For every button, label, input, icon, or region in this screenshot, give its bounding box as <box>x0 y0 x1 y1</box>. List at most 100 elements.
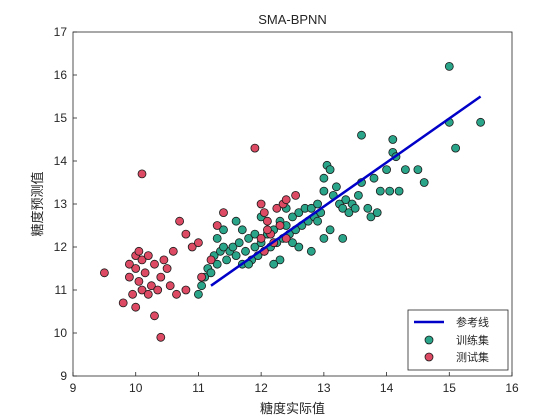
test-point <box>172 289 181 299</box>
train-point <box>357 130 366 140</box>
y-tick-label: 16 <box>54 68 68 82</box>
test-point <box>150 311 159 321</box>
train-point <box>313 199 323 209</box>
test-point <box>159 255 169 265</box>
test-point <box>262 225 272 235</box>
train-point <box>275 255 285 265</box>
test-point <box>137 169 147 179</box>
test-point <box>165 281 175 291</box>
x-tick-label: 16 <box>505 381 519 395</box>
train-point <box>319 233 329 243</box>
train-point <box>419 178 429 187</box>
chart-marks <box>100 62 486 342</box>
test-point <box>156 272 166 282</box>
train-point <box>325 225 335 235</box>
train-point <box>241 246 250 256</box>
test-point <box>275 221 285 230</box>
test-point <box>291 190 301 200</box>
x-tick-label: 11 <box>192 381 205 395</box>
y-tick-label: 12 <box>54 240 68 254</box>
train-point <box>350 203 360 213</box>
y-tick-label: 17 <box>54 25 68 39</box>
train-point <box>394 186 404 196</box>
test-point <box>153 285 163 295</box>
train-point <box>369 173 379 183</box>
train-point <box>366 212 376 222</box>
test-point <box>100 268 109 278</box>
test-point <box>181 285 191 295</box>
y-tick-label: 11 <box>55 283 68 297</box>
test-point <box>272 203 282 213</box>
test-point <box>168 246 178 256</box>
train-point <box>250 229 260 239</box>
test-point <box>137 255 147 265</box>
x-tick-label: 13 <box>317 381 331 395</box>
train-point <box>372 208 382 218</box>
train-point <box>197 281 207 291</box>
test-point <box>197 272 207 282</box>
test-point <box>206 255 216 265</box>
train-point <box>294 208 304 218</box>
train-point <box>219 242 228 252</box>
train-point <box>476 117 486 127</box>
reference-line <box>210 95 482 287</box>
train-point <box>344 208 354 218</box>
train-point <box>375 186 385 196</box>
train-point <box>413 165 423 175</box>
x-tick-label: 9 <box>70 381 77 395</box>
train-point <box>451 143 461 153</box>
x-tick-label: 15 <box>443 381 457 395</box>
train-point <box>231 216 241 226</box>
train-point <box>400 165 410 175</box>
train-point <box>250 242 260 252</box>
test-point <box>131 264 141 273</box>
legend: 参考线 训练集 测试集 <box>407 309 509 371</box>
train-point <box>219 225 228 235</box>
chart-title: SMA-BPNN <box>258 12 327 27</box>
train-point <box>331 182 341 192</box>
test-point <box>256 199 266 209</box>
test-point <box>181 229 191 239</box>
y-tick-label: 9 <box>60 369 67 383</box>
legend-box <box>407 309 509 371</box>
test-point <box>187 242 197 252</box>
train-point <box>385 186 395 196</box>
train-point <box>363 203 373 213</box>
test-point <box>162 264 172 273</box>
train-point <box>444 62 454 71</box>
x-tick-label: 12 <box>254 381 268 395</box>
test-point <box>262 216 272 226</box>
test-point <box>193 238 203 248</box>
x-tick-label: 14 <box>380 381 394 395</box>
train-point <box>294 242 304 252</box>
axis-ticks: 9 10 11 12 13 14 15 16 9 10 11 12 13 14 15 16 17 <box>54 25 519 395</box>
test-point <box>150 259 159 269</box>
test-point <box>219 208 228 218</box>
y-tick-label: 10 <box>54 326 68 340</box>
train-point <box>269 259 279 269</box>
legend-label-reference: 参考线 <box>456 315 489 329</box>
test-series <box>100 143 301 342</box>
test-point <box>143 251 153 261</box>
train-point <box>288 212 297 222</box>
train-point <box>319 186 329 196</box>
test-point <box>134 276 144 286</box>
test-point <box>281 195 291 205</box>
test-point <box>143 289 153 299</box>
train-point <box>313 216 323 226</box>
legend-test-marker-icon <box>424 352 434 362</box>
train-point <box>306 246 316 256</box>
test-point <box>137 285 147 295</box>
train-point <box>288 238 297 248</box>
test-point <box>175 216 185 226</box>
test-point <box>118 298 128 308</box>
train-point <box>212 233 222 243</box>
test-point <box>134 246 144 256</box>
test-point <box>212 221 222 230</box>
test-point <box>156 332 166 342</box>
test-point <box>131 302 141 312</box>
legend-label-train: 训练集 <box>456 333 489 347</box>
train-point <box>231 251 241 261</box>
test-point <box>124 259 134 269</box>
